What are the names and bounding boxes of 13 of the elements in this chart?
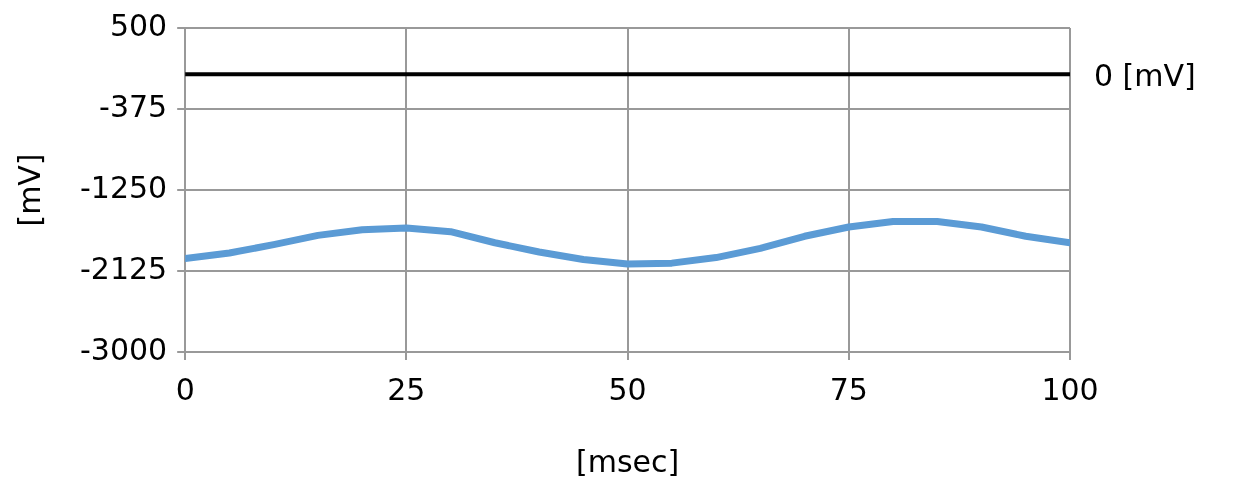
- y-tick-label: -2125: [79, 250, 168, 286]
- y-tick-label: -375: [99, 88, 168, 124]
- x-tick-label: 75: [829, 371, 868, 407]
- y-tick-label: -1250: [79, 169, 168, 205]
- y-tick-label: -3000: [79, 331, 168, 367]
- x-tick-label: 25: [387, 371, 426, 407]
- x-tick-label: 0: [175, 371, 195, 407]
- x-axis-title: [msec]: [575, 443, 680, 479]
- y-axis-title: [mV]: [11, 153, 47, 227]
- x-tick-label: 50: [608, 371, 647, 407]
- x-tick-label: 100: [1041, 371, 1099, 407]
- y-tick-label: 500: [109, 7, 168, 43]
- ref-line-label: 0 [mV]: [1094, 58, 1196, 94]
